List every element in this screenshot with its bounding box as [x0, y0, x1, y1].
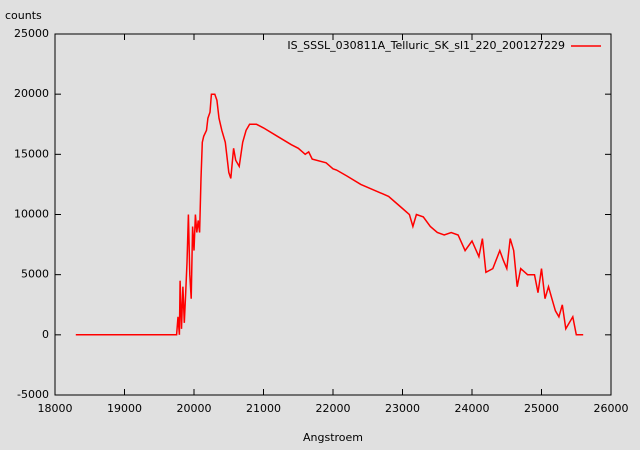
- x-tick-label: 18000: [38, 402, 73, 415]
- x-tick-label: 24000: [455, 402, 490, 415]
- x-tick-label: 25000: [524, 402, 559, 415]
- x-tick-label: 19000: [107, 402, 142, 415]
- data-line: [75, 93, 584, 336]
- y-tick-label: 5000: [21, 268, 49, 281]
- y-tick-label: 20000: [14, 87, 49, 100]
- x-tick-label: 23000: [385, 402, 420, 415]
- x-tick-label: 20000: [177, 402, 212, 415]
- x-tick-label: 22000: [316, 402, 351, 415]
- y-tick-label: -5000: [17, 388, 49, 401]
- x-tick-label: 26000: [594, 402, 629, 415]
- y-tick-label: 10000: [14, 208, 49, 221]
- legend-label: IS_SSSL_030811A_Telluric_SK_sl1_220_2001…: [287, 39, 565, 52]
- x-tick-label: 21000: [246, 402, 281, 415]
- y-tick-label: 15000: [14, 147, 49, 160]
- y-tick-label: 0: [42, 328, 49, 341]
- x-axis-label: Angstroem: [303, 431, 363, 444]
- y-axis-label: counts: [5, 9, 42, 22]
- y-tick-label: 25000: [14, 27, 49, 40]
